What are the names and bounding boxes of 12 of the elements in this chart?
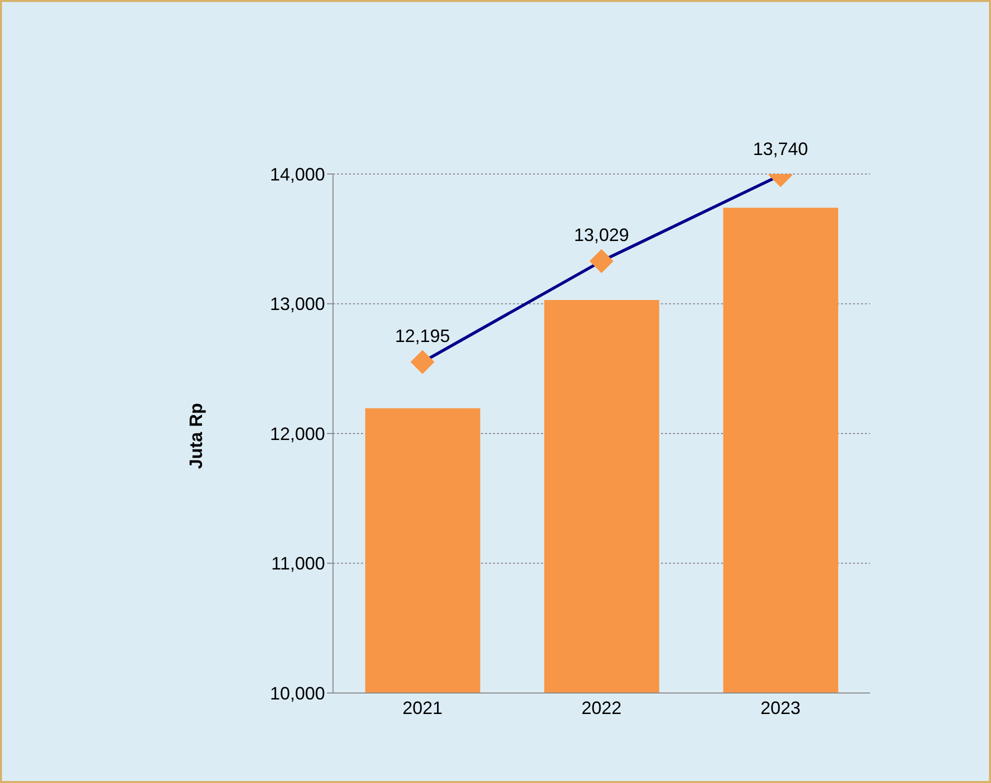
y-tick-label: 10,000 [270, 683, 325, 704]
y-tick-label: 12,000 [270, 424, 325, 444]
y-tick-label: 14,000 [270, 164, 325, 184]
x-tick-label: 2021 [402, 698, 443, 718]
y-axis-title: Juta Rp [186, 402, 206, 470]
data-label: 13,740 [752, 139, 808, 160]
data-label: 12,195 [394, 326, 450, 346]
x-tick-label: 2022 [581, 698, 622, 718]
y-tick-label: 13,000 [270, 294, 325, 314]
x-tick-label: 2023 [760, 698, 801, 718]
y-tick-label: 11,000 [271, 554, 325, 574]
data-label: 13,029 [574, 225, 630, 246]
